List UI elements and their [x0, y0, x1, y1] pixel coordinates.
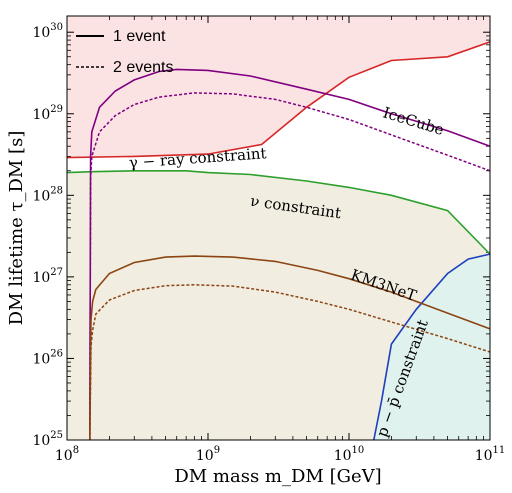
- x-tick-label: 109: [196, 445, 220, 464]
- x-axis-title: DM mass m_DM [GeV]: [174, 466, 381, 487]
- constraint-line-0: [67, 41, 490, 159]
- model-curves: [67, 41, 490, 440]
- x-tick-label: 1010: [334, 445, 365, 464]
- legend-label-one-event: 1 event: [113, 28, 166, 45]
- plot-frame: [66, 15, 491, 441]
- x-tick-label: 108: [55, 445, 79, 464]
- y-tick-label: 1026: [32, 348, 63, 367]
- series-km3net-two-events: [89, 284, 490, 440]
- series-km3net-one-event: [89, 255, 490, 440]
- region-gamma-ray-fill: [67, 16, 490, 158]
- constraint-regions: [67, 16, 490, 440]
- y-axis-title: DM lifetime τ_DM [s]: [6, 131, 27, 326]
- series-icecube-one-event: [89, 68, 490, 440]
- series-icecube-two-events: [89, 92, 490, 440]
- region-pp-fill: [373, 254, 490, 440]
- y-tick-label: 1027: [32, 267, 63, 286]
- region-nu-fill: [67, 170, 490, 440]
- label-icecube: IceCube: [381, 103, 446, 139]
- legend: 1 event 2 events: [76, 28, 173, 76]
- constraint-line-2: [373, 253, 490, 440]
- y-tick-label: 1029: [32, 104, 63, 123]
- x-tick-label: 1011: [475, 445, 506, 464]
- legend-label-two-events: 2 events: [113, 59, 173, 76]
- tick-labels: 108 109 1010 1011 1025 1026 1027 1028 1029 1030: [32, 22, 505, 464]
- constraint-line-1: [67, 170, 490, 255]
- y-tick-label: 1030: [32, 22, 63, 41]
- y-tick-label: 1025: [32, 430, 63, 449]
- y-tick-label: 1028: [32, 185, 63, 204]
